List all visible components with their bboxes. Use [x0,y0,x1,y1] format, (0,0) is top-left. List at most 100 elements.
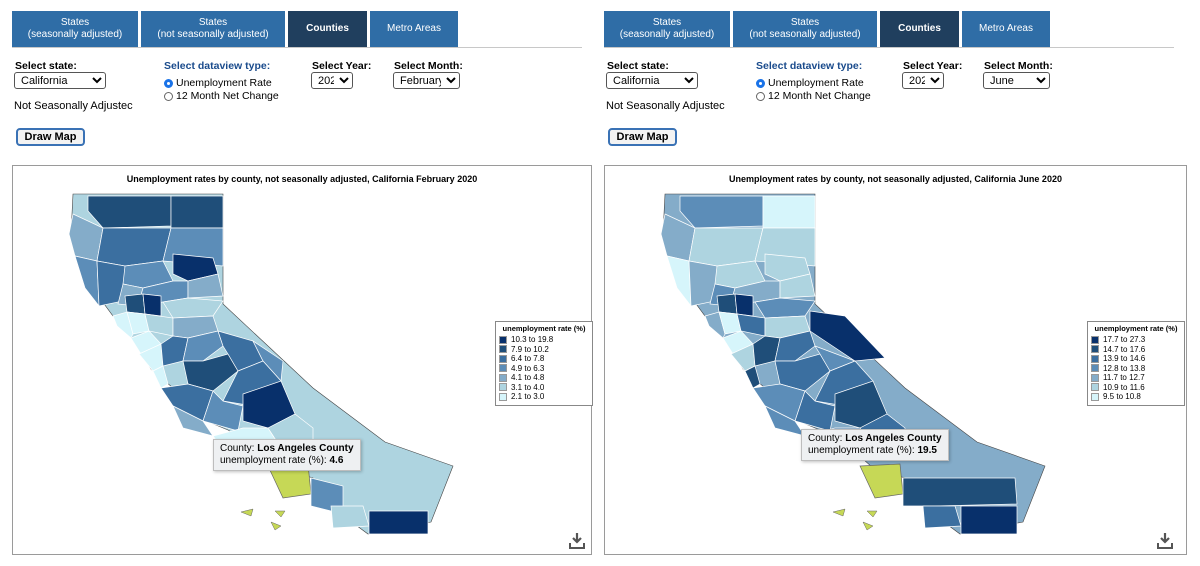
tab-states-sa[interactable]: States (seasonally adjusted) [604,11,730,47]
tab-counties[interactable]: Counties [288,11,367,47]
radio-12-month-change[interactable]: 12 Month Net Change [756,90,871,102]
california-county-map[interactable] [605,166,1186,554]
county-shape[interactable] [688,227,764,267]
county-shape[interactable] [666,255,692,308]
legend-row: 17.7 to 27.3 [1091,335,1181,345]
legend-range: 14.7 to 17.6 [1103,344,1146,354]
county-shape[interactable] [716,293,738,315]
map-legend: unemployment rate (%) 17.7 to 27.3 14.7 … [1087,321,1185,406]
legend-range: 2.1 to 3.0 [511,392,545,402]
tooltip-county-name: Los Angeles County [845,433,942,444]
county-shape[interactable] [187,273,224,299]
tab-states-sa[interactable]: States (seasonally adjusted) [12,11,138,47]
county-shape[interactable] [124,293,146,315]
county-shape[interactable] [152,365,169,389]
county-shape[interactable] [142,293,162,317]
county-shape[interactable] [182,330,224,362]
state-label: Select state: [15,60,77,72]
legend-swatch [499,354,507,363]
island-shape [832,508,846,517]
county-shape[interactable] [330,505,370,529]
county-shape[interactable] [734,293,754,317]
map-container: Unemployment rates by county, not season… [12,165,593,555]
year-label: Select Year: [903,60,963,72]
radio-checked-icon [756,78,765,88]
tab-sublabel: (not seasonally adjusted) [157,29,269,40]
tab-sublabel: (not seasonally adjusted) [749,29,861,40]
county-shape[interactable] [170,195,224,229]
legend-swatch [1091,345,1099,354]
state-select[interactable]: California [606,72,698,89]
year-select[interactable]: 2020 [311,72,353,89]
radio-label: 12 Month Net Change [768,90,871,102]
download-icon[interactable] [1157,532,1173,550]
draw-map-button[interactable]: Draw Map [16,128,85,146]
county-shape[interactable] [87,195,172,229]
map-legend: unemployment rate (%) 10.3 to 19.8 7.9 t… [495,321,593,406]
month-select[interactable]: February [393,72,460,89]
county-shape[interactable] [774,330,816,362]
month-select[interactable]: June [983,72,1050,89]
county-shape[interactable] [902,477,1018,507]
tab-states-nsa[interactable]: States (not seasonally adjusted) [733,11,877,47]
county-shape[interactable] [922,505,962,529]
tab-sublabel: (seasonally adjusted) [27,29,123,40]
tab-metro-areas[interactable]: Metro Areas [370,11,458,47]
radio-unemployment-rate[interactable]: Unemployment Rate [164,77,272,89]
tab-label: Metro Areas [979,23,1033,34]
legend-range: 12.8 to 13.8 [1103,363,1146,373]
radio-label: 12 Month Net Change [176,90,279,102]
tab-metro-areas[interactable]: Metro Areas [962,11,1050,47]
island-shape [862,521,874,531]
county-shape[interactable] [74,255,100,308]
radio-12-month-change[interactable]: 12 Month Net Change [164,90,279,102]
county-shape[interactable] [794,390,836,432]
county-shape[interactable] [704,311,726,339]
county-shape[interactable] [202,390,244,432]
county-shape[interactable] [744,365,761,389]
tab-label: States [198,17,228,28]
legend-swatch [499,383,507,392]
legend-row: 3.1 to 4.0 [499,383,589,393]
tab-states-nsa[interactable]: States (not seasonally adjusted) [141,11,285,47]
tooltip-county-name: Los Angeles County [257,443,354,454]
county-shape[interactable] [96,227,172,267]
dataview-label: Select dataview type: [756,60,863,72]
radio-checked-icon [164,78,173,88]
county-shape[interactable] [762,195,816,229]
year-label: Select Year: [312,60,372,72]
county-shape[interactable] [960,505,1018,535]
legend-swatch [499,373,507,382]
radio-label: Unemployment Rate [176,77,272,89]
legend-row: 2.1 to 3.0 [499,392,589,402]
legend-title: unemployment rate (%) [1094,324,1178,333]
county-shape[interactable] [368,510,429,535]
year-select[interactable]: 2020 [902,72,944,89]
legend-row: 9.5 to 10.8 [1091,392,1181,402]
draw-map-button[interactable]: Draw Map [608,128,677,146]
state-select[interactable]: California [14,72,106,89]
legend-range: 6.4 to 7.8 [511,354,545,364]
county-shape[interactable] [112,311,134,339]
island-shape [240,508,254,517]
legend-range: 7.9 to 10.2 [511,344,549,354]
legend-swatch [1091,335,1099,344]
tooltip-county-label: County: [808,433,843,444]
county-los-angeles[interactable] [859,463,904,499]
county-shape[interactable] [162,297,224,319]
right-panel: States (seasonally adjusted) States (not s… [592,0,1188,566]
legend-swatch [499,335,507,344]
legend-range: 3.1 to 4.0 [511,382,545,392]
county-shape[interactable] [754,297,816,319]
county-shape[interactable] [779,273,816,299]
legend-row: 4.1 to 4.8 [499,373,589,383]
county-shape[interactable] [679,195,764,229]
map-title: Unemployment rates by county, not season… [729,174,1062,184]
legend-swatch [499,392,507,401]
tab-counties[interactable]: Counties [880,11,959,47]
radio-unemployment-rate[interactable]: Unemployment Rate [756,77,864,89]
radio-unchecked-icon [756,91,765,101]
tooltip-rate-label: unemployment rate (%): [220,455,327,466]
county-shape[interactable] [809,310,886,362]
download-icon[interactable] [569,532,585,550]
